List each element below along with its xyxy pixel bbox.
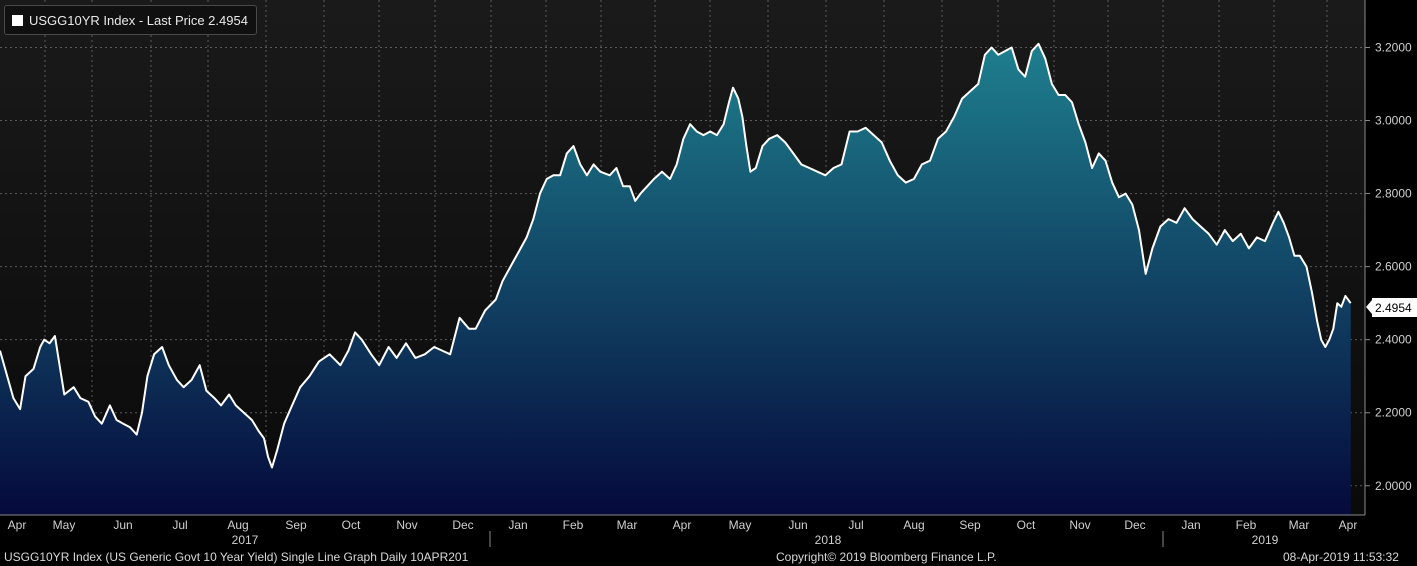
y-tick-label: 2.6000 bbox=[1375, 260, 1412, 274]
x-tick-label-month: Apr bbox=[8, 518, 27, 532]
x-tick-label-month: Nov bbox=[396, 518, 417, 532]
x-tick-label-year: 2019 bbox=[1252, 533, 1279, 547]
x-tick-label-month: Dec bbox=[452, 518, 473, 532]
y-tick-label: 3.0000 bbox=[1375, 114, 1412, 128]
legend-label: USGG10YR Index - Last Price 2.4954 bbox=[29, 12, 248, 28]
x-tick-label-year: 2017 bbox=[232, 533, 259, 547]
last-price-arrow bbox=[1366, 300, 1372, 314]
last-price-box bbox=[1372, 298, 1417, 317]
footer-timestamp: 08-Apr-2019 11:53:32 bbox=[1283, 550, 1399, 564]
y-tick-label: 3.2000 bbox=[1375, 40, 1412, 54]
x-axis-ticks: Apr May Jun Jul Aug Sep Oct Nov Dec Jan Feb Mar Apr M… bbox=[8, 518, 1358, 547]
x-tick-label-month: Mar bbox=[1289, 518, 1310, 532]
x-tick-label-month: Oct bbox=[342, 518, 361, 532]
x-tick-label-month: Jun bbox=[788, 518, 807, 532]
x-tick-label-month: Apr bbox=[673, 518, 692, 532]
x-tick-label-month: Jul bbox=[848, 518, 863, 532]
x-tick-label-month: May bbox=[729, 518, 752, 532]
y-tick-label: 2.2000 bbox=[1375, 406, 1412, 420]
y-tick-label: 2.4000 bbox=[1375, 333, 1412, 347]
x-tick-label-month: Sep bbox=[285, 518, 307, 532]
x-tick-label-month: Jun bbox=[113, 518, 132, 532]
y-tick-label: 2.0000 bbox=[1375, 479, 1412, 493]
last-price-marker: 2.4954 bbox=[1366, 298, 1417, 317]
legend-swatch bbox=[12, 14, 23, 26]
x-tick-label-month: Oct bbox=[1017, 518, 1036, 532]
x-tick-label-month: Apr bbox=[1339, 518, 1358, 532]
footer-description: USGG10YR Index (US Generic Govt 10 Year … bbox=[4, 550, 469, 564]
price-chart: 2.0000 2.2000 2.4000 2.6000 2.8000 3.0000 3.20… bbox=[0, 0, 1417, 547]
y-tick-label: 2.8000 bbox=[1375, 187, 1412, 201]
x-tick-label-year: 2018 bbox=[815, 533, 842, 547]
x-tick-label-month: Sep bbox=[959, 518, 981, 532]
grid-lines bbox=[0, 0, 1365, 515]
x-tick-label-month: Mar bbox=[617, 518, 638, 532]
x-tick-label-month: Jan bbox=[508, 518, 527, 532]
yield-line bbox=[0, 42, 1352, 469]
y-axis-ticks: 2.0000 2.2000 2.4000 2.6000 2.8000 3.0000 3.20… bbox=[1365, 40, 1412, 493]
last-price-label: 2.4954 bbox=[1375, 301, 1412, 315]
yield-area-fill bbox=[0, 43, 1351, 516]
footer-copyright: Copyright© 2019 Bloomberg Finance L.P. bbox=[776, 550, 997, 564]
x-tick-label-month: Dec bbox=[1124, 518, 1145, 532]
footer-bar: USGG10YR Index (US Generic Govt 10 Year … bbox=[0, 548, 1417, 566]
legend[interactable]: USGG10YR Index - Last Price 2.4954 bbox=[4, 5, 257, 35]
x-tick-label-month: Jul bbox=[172, 518, 187, 532]
x-tick-label-month: Feb bbox=[563, 518, 584, 532]
x-tick-label-month: May bbox=[53, 518, 76, 532]
x-tick-label-month: Nov bbox=[1069, 518, 1090, 532]
x-tick-label-month: Aug bbox=[227, 518, 248, 532]
x-tick-label-month: Aug bbox=[903, 518, 924, 532]
x-tick-label-month: Jan bbox=[1181, 518, 1200, 532]
x-tick-label-month: Feb bbox=[1236, 518, 1257, 532]
